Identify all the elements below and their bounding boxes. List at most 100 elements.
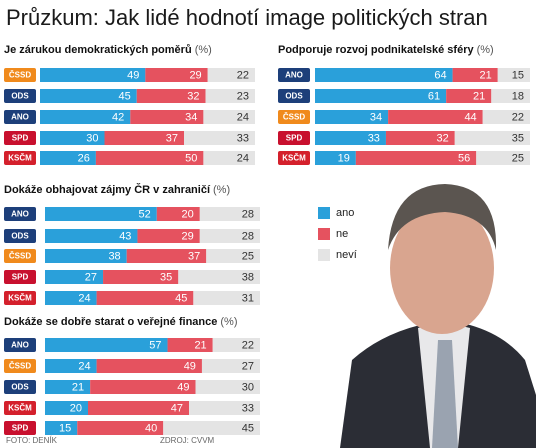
- bar-segment: [103, 270, 179, 284]
- legend-swatch: [318, 207, 330, 219]
- panel-title-text: Dokáže obhajovat zájmy ČR v zahraničí: [4, 183, 211, 196]
- value-label: 61: [428, 90, 440, 102]
- value-label: 47: [171, 402, 183, 414]
- value-label: 38: [108, 250, 120, 262]
- party-logo: [4, 207, 36, 221]
- value-label: 31: [242, 292, 254, 304]
- party-label: ODS: [11, 383, 29, 392]
- bar-segment: [40, 131, 105, 145]
- bar-segment: [96, 359, 202, 373]
- value-label: 45: [242, 422, 254, 434]
- bar-segment: [206, 249, 260, 263]
- legend-swatch: [318, 228, 330, 240]
- value-label: 18: [512, 90, 524, 102]
- bar-segment: [189, 401, 260, 415]
- panel-unit: (%): [477, 44, 494, 56]
- bar-segment: [315, 68, 453, 82]
- party-label: ANO: [285, 71, 303, 80]
- party-logo: [4, 401, 36, 415]
- party-logo: [278, 151, 310, 165]
- bar-segment: [45, 270, 104, 284]
- party-label: ANO: [11, 341, 29, 350]
- bar-segment: [145, 68, 208, 82]
- value-label: 44: [464, 111, 476, 123]
- bar-segment: [388, 110, 483, 124]
- value-label: 25: [242, 250, 254, 262]
- value-label: 37: [188, 250, 200, 262]
- bar-segment: [207, 68, 255, 82]
- party-label: KSČM: [8, 154, 32, 163]
- bar-segment: [130, 110, 204, 124]
- party-label: KSČM: [282, 154, 306, 163]
- bar-segment: [201, 359, 260, 373]
- value-label: 57: [149, 339, 161, 351]
- party-label: ANO: [11, 210, 29, 219]
- panel-title: Podporuje rozvoj podnikatelské sféry (%): [278, 44, 494, 56]
- bar-segment: [45, 249, 127, 263]
- value-label: 33: [368, 132, 380, 144]
- legend-label: ne: [336, 228, 348, 240]
- bar-segment: [315, 89, 447, 103]
- party-label: KSČM: [8, 404, 32, 413]
- bar-segment: [491, 89, 530, 103]
- bar-segment: [482, 110, 530, 124]
- bar-segment: [45, 338, 168, 352]
- value-label: 20: [70, 402, 82, 414]
- value-label: 22: [242, 339, 254, 351]
- bar-segment: [88, 401, 190, 415]
- panel-unit: (%): [213, 184, 230, 196]
- legend-swatch: [318, 249, 330, 261]
- party-label: ČSSD: [283, 113, 305, 122]
- bar-segment: [315, 131, 386, 145]
- value-label: 19: [338, 152, 350, 164]
- value-label: 30: [242, 381, 254, 393]
- bar-segment: [90, 380, 196, 394]
- value-label: 30: [86, 132, 98, 144]
- party-logo: [4, 89, 36, 103]
- value-label: 34: [370, 111, 382, 123]
- value-label: 27: [85, 271, 97, 283]
- value-label: 27: [242, 360, 254, 372]
- bar-segment: [45, 291, 97, 305]
- bar-segment: [77, 421, 164, 435]
- party-label: SPD: [12, 134, 29, 143]
- panel-title-text: Dokáže se dobře starat o veřejné finance: [4, 316, 217, 328]
- bar-segment: [167, 338, 213, 352]
- bar-segment: [446, 89, 492, 103]
- bar-segment: [199, 229, 260, 243]
- party-logo: [4, 249, 36, 263]
- party-logo: [4, 338, 36, 352]
- panel-title-text: Podporuje rozvoj podnikatelské sféry: [278, 44, 474, 56]
- bar-segment: [497, 68, 530, 82]
- bar-segment: [40, 89, 137, 103]
- value-label: 32: [187, 90, 199, 102]
- party-label: ANO: [11, 113, 29, 122]
- value-label: 45: [175, 292, 187, 304]
- value-label: 21: [72, 381, 84, 393]
- value-label: 28: [242, 230, 254, 242]
- party-logo: [4, 291, 36, 305]
- bar-segment: [195, 380, 260, 394]
- bar-segment: [137, 229, 200, 243]
- bar-segment: [45, 359, 97, 373]
- bar-segment: [385, 131, 455, 145]
- party-label: ČSSD: [9, 252, 31, 261]
- panel-unit: (%): [220, 316, 237, 328]
- value-label: 29: [182, 230, 194, 242]
- value-label: 23: [237, 90, 249, 102]
- value-label: 49: [177, 381, 189, 393]
- bar-segment: [40, 151, 96, 165]
- party-label: SPD: [12, 424, 29, 433]
- party-label: ODS: [285, 92, 303, 101]
- party-logo: [4, 151, 36, 165]
- party-logo: [4, 359, 36, 373]
- value-label: 26: [78, 152, 90, 164]
- value-label: 42: [112, 111, 124, 123]
- bar-segment: [315, 151, 356, 165]
- value-label: 21: [473, 90, 485, 102]
- bar-segment: [193, 291, 260, 305]
- legend-label: neví: [336, 249, 357, 261]
- bar-segment: [355, 151, 477, 165]
- value-label: 20: [182, 208, 194, 220]
- party-logo: [4, 131, 36, 145]
